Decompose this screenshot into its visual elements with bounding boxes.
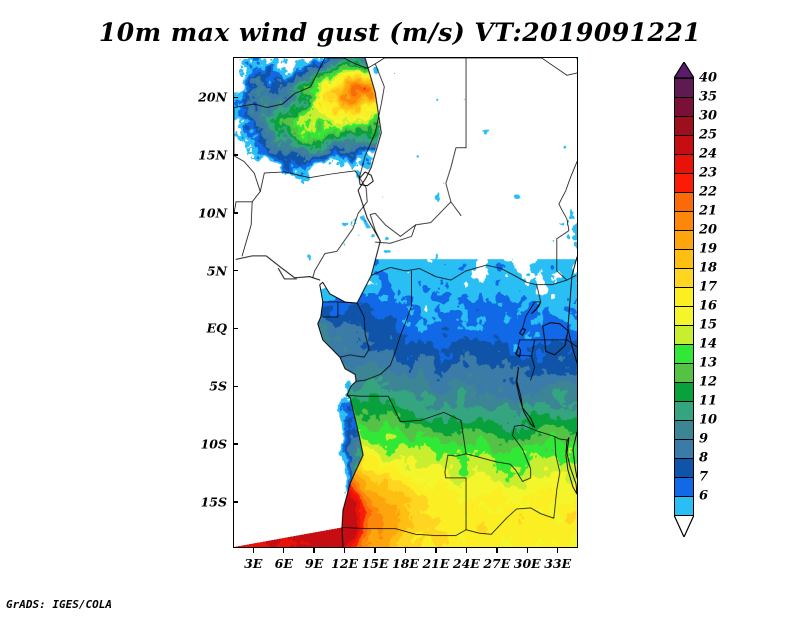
colorbar-tick-label: 23 bbox=[699, 165, 718, 181]
colorbar-tick-label: 6 bbox=[699, 488, 709, 504]
x-axis-tick bbox=[556, 548, 559, 553]
colorbar-tick-label: 20 bbox=[699, 222, 718, 238]
colorbar-swatch bbox=[674, 268, 694, 289]
colorbar-swatch bbox=[674, 344, 694, 365]
colorbar-swatch bbox=[674, 230, 694, 251]
x-axis-tick bbox=[343, 548, 346, 553]
colorbar-tick-label: 11 bbox=[699, 393, 718, 409]
colorbar-tick-label: 7 bbox=[699, 469, 709, 485]
colorbar-tick-label: 12 bbox=[699, 374, 718, 390]
colorbar-swatch bbox=[674, 154, 694, 175]
x-axis-tick bbox=[374, 548, 376, 553]
y-axis-tick bbox=[233, 269, 238, 272]
colorbar-swatch bbox=[674, 420, 694, 441]
attribution-footer: GrADS: IGES/COLA bbox=[6, 598, 112, 611]
y-axis-tick bbox=[233, 154, 238, 156]
x-axis-label: 18E bbox=[392, 556, 419, 571]
colorbar-tick-label: 22 bbox=[699, 184, 718, 200]
x-axis-label: 12E bbox=[331, 556, 359, 571]
y-axis-label: 20N bbox=[198, 89, 227, 105]
colorbar-tick-label: 40 bbox=[699, 70, 718, 86]
colorbar-tick-label: 9 bbox=[699, 431, 709, 447]
x-axis-tick bbox=[404, 548, 407, 553]
wind-gust-raster bbox=[234, 58, 577, 547]
colorbar-swatch bbox=[674, 173, 694, 194]
chart-title: 10m max wind gust (m/s) VT:2019091221 bbox=[98, 18, 702, 47]
colorbar-swatch bbox=[674, 439, 694, 460]
colorbar-tick-label: 10 bbox=[699, 412, 718, 428]
y-axis-tick bbox=[233, 96, 238, 99]
y-axis-tick bbox=[233, 443, 238, 445]
colorbar-swatch bbox=[674, 135, 694, 156]
colorbar-under-arrow bbox=[673, 514, 695, 539]
colorbar-tick-label: 8 bbox=[699, 450, 709, 466]
x-axis-label: 15E bbox=[361, 556, 389, 571]
colorbar-tick-label: 24 bbox=[699, 146, 718, 162]
x-axis-tick bbox=[435, 548, 437, 553]
x-axis-tick bbox=[465, 548, 468, 553]
colorbar-swatch bbox=[674, 363, 694, 384]
colorbar-tick-label: 30 bbox=[699, 108, 718, 124]
y-axis-label: 5S bbox=[209, 378, 227, 394]
colorbar-swatch bbox=[674, 401, 694, 422]
colorbar: 40 35 30 25 24 23 22 21 20 19 18 17 16 15 14 13 12 11 10 9 8… bbox=[672, 60, 792, 562]
x-axis-tick bbox=[313, 548, 315, 553]
colorbar-swatch bbox=[674, 287, 694, 308]
x-axis-label: 24E bbox=[452, 556, 480, 571]
x-axis-label: 30E bbox=[513, 556, 541, 571]
colorbar-swatch bbox=[674, 477, 694, 498]
y-axis-tick bbox=[233, 212, 238, 214]
x-axis-label: 27E bbox=[483, 556, 511, 571]
colorbar-swatch bbox=[674, 211, 694, 232]
x-axis-label: 3E bbox=[244, 556, 263, 571]
colorbar-swatch bbox=[674, 382, 694, 403]
colorbar-swatch bbox=[674, 97, 694, 118]
colorbar-tick-label: 15 bbox=[699, 317, 718, 333]
x-axis-tick bbox=[526, 548, 528, 553]
x-axis-tick bbox=[496, 548, 498, 553]
colorbar-tick-label: 17 bbox=[699, 279, 718, 295]
colorbar-tick-label: 13 bbox=[699, 355, 718, 371]
x-axis-label: 6E bbox=[274, 556, 293, 571]
x-axis-tick bbox=[252, 548, 255, 553]
y-axis-label: 5N bbox=[206, 263, 227, 279]
map-plot-area bbox=[233, 57, 578, 548]
colorbar-tick-label: 21 bbox=[699, 203, 718, 219]
colorbar-swatch bbox=[674, 78, 694, 99]
colorbar-swatch bbox=[674, 192, 694, 213]
x-axis-label: 9E bbox=[305, 556, 324, 571]
colorbar-tick-label: 35 bbox=[699, 89, 718, 105]
y-axis-label: 10N bbox=[198, 205, 227, 221]
y-axis-label: 15N bbox=[198, 147, 227, 163]
y-axis-label: EQ bbox=[206, 320, 227, 336]
colorbar-swatch bbox=[674, 306, 694, 327]
colorbar-tick-label: 19 bbox=[699, 241, 718, 257]
x-axis-tick bbox=[282, 548, 285, 553]
y-axis-tick bbox=[233, 501, 238, 503]
y-axis-tick bbox=[233, 327, 238, 330]
colorbar-swatch bbox=[674, 325, 694, 346]
y-axis-label: 15S bbox=[200, 494, 227, 510]
x-axis-label: 21E bbox=[422, 556, 450, 571]
colorbar-swatch bbox=[674, 458, 694, 479]
colorbar-swatch bbox=[674, 249, 694, 270]
colorbar-tick-label: 18 bbox=[699, 260, 718, 276]
colorbar-tick-label: 16 bbox=[699, 298, 718, 314]
colorbar-swatch bbox=[674, 496, 694, 517]
x-axis-label: 33E bbox=[544, 556, 572, 571]
y-axis-tick bbox=[233, 385, 238, 387]
colorbar-tick-label: 14 bbox=[699, 336, 718, 352]
colorbar-swatch bbox=[674, 116, 694, 137]
colorbar-over-arrow bbox=[672, 60, 696, 79]
colorbar-tick-label: 25 bbox=[699, 127, 718, 143]
y-axis-label: 10S bbox=[200, 436, 227, 452]
